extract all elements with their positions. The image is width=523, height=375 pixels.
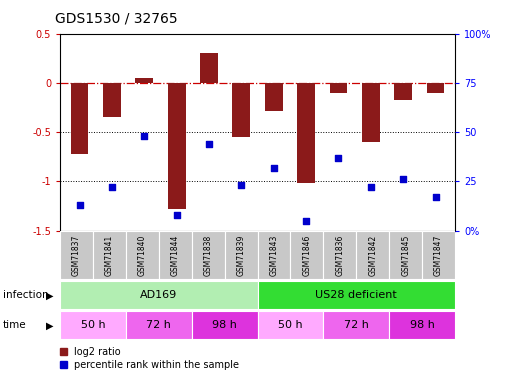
Bar [257,231,290,279]
Text: GSM71844: GSM71844 [171,235,180,276]
Text: GSM71838: GSM71838 [204,235,213,276]
Legend: log2 ratio, percentile rank within the sample: log2 ratio, percentile rank within the s… [60,347,240,370]
Text: GSM71846: GSM71846 [302,235,311,276]
Point [108,184,116,190]
Bar [323,311,389,339]
Text: GSM71843: GSM71843 [269,235,279,276]
Text: GSM71842: GSM71842 [368,235,377,276]
Bar [192,231,225,279]
Bar [192,311,257,339]
Text: 98 h: 98 h [410,320,435,330]
Bar [329,83,347,93]
Text: GSM71839: GSM71839 [236,235,246,276]
Bar [257,281,455,309]
Text: 72 h: 72 h [344,320,369,330]
Bar [60,281,257,309]
Bar [297,83,315,183]
Text: US28 deficient: US28 deficient [315,290,397,300]
Bar [168,83,186,209]
Point [269,165,278,171]
Text: ▶: ▶ [46,290,53,300]
Text: 50 h: 50 h [81,320,105,330]
Bar [126,311,192,339]
Bar [257,311,323,339]
Point [140,133,149,139]
Text: 98 h: 98 h [212,320,237,330]
Text: time: time [3,320,26,330]
Bar [265,83,282,111]
Bar [93,231,126,279]
Bar [290,231,323,279]
Bar [225,231,257,279]
Bar [422,231,455,279]
Point [399,177,407,183]
Point [205,141,213,147]
Bar [389,231,422,279]
Text: ▶: ▶ [46,320,53,330]
Point [75,202,84,208]
Point [431,194,440,200]
Text: GDS1530 / 32765: GDS1530 / 32765 [55,11,177,25]
Text: 50 h: 50 h [278,320,303,330]
Bar [394,83,412,100]
Text: AD169: AD169 [140,290,177,300]
Text: GSM71836: GSM71836 [335,235,344,276]
Bar [389,311,455,339]
Bar [60,231,93,279]
Point [237,182,246,188]
Point [302,218,310,224]
Point [173,212,181,218]
Bar [126,231,159,279]
Point [334,155,343,161]
Text: GSM71840: GSM71840 [138,235,147,276]
Bar [356,231,389,279]
Bar [362,83,380,142]
Bar [427,83,445,93]
Bar [323,231,356,279]
Bar [135,78,153,83]
Bar [103,83,121,117]
Text: GSM71847: GSM71847 [434,235,443,276]
Bar [233,83,251,137]
Text: GSM71845: GSM71845 [401,235,410,276]
Text: GSM71837: GSM71837 [72,235,81,276]
Text: 72 h: 72 h [146,320,172,330]
Bar [159,231,192,279]
Text: infection: infection [3,290,48,300]
Bar [200,54,218,83]
Point [367,184,375,190]
Text: GSM71841: GSM71841 [105,235,114,276]
Bar [71,83,88,154]
Bar [60,311,126,339]
